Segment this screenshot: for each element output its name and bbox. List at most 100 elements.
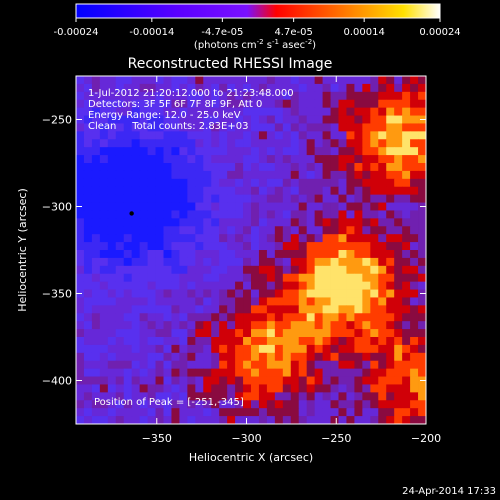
heatmap-cell [322, 416, 331, 424]
heatmap-cell [83, 178, 93, 188]
heatmap-cell [155, 376, 164, 385]
heatmap-cell [274, 242, 284, 251]
heatmap-cell [410, 226, 419, 235]
heatmap-cell [227, 400, 236, 409]
heatmap-cell [290, 313, 300, 322]
heatmap-cell [330, 139, 339, 148]
heatmap-cell [163, 400, 172, 409]
heatmap-cell [338, 321, 347, 330]
heatmap-cell [306, 344, 316, 354]
heatmap-cell [410, 83, 419, 93]
heatmap-cell [346, 352, 355, 362]
heatmap-cell [235, 297, 244, 306]
heatmap-cell [163, 210, 172, 219]
heatmap-cell [322, 344, 331, 354]
heatmap-cell [354, 178, 363, 188]
heatmap-cell [314, 155, 323, 164]
heatmap-cell [76, 123, 85, 132]
heatmap-cell [394, 131, 403, 140]
heatmap-cell [227, 257, 236, 267]
heatmap-cell [314, 194, 323, 203]
heatmap-cell [171, 257, 180, 267]
heatmap-cell [147, 91, 156, 101]
heatmap-cell [394, 352, 403, 362]
heatmap-cell [386, 91, 395, 101]
heatmap-cell [211, 321, 220, 330]
heatmap-cell [243, 416, 252, 424]
heatmap-cell [306, 305, 316, 314]
heatmap-cell [298, 99, 308, 109]
heatmap-cell [362, 344, 371, 354]
heatmap-cell [306, 384, 316, 393]
heatmap-cell [338, 83, 347, 93]
heatmap-cell [179, 400, 188, 409]
heatmap-cell [131, 265, 141, 275]
heatmap-cell [203, 202, 212, 211]
heatmap-cell [139, 99, 148, 109]
heatmap-cell [370, 400, 379, 409]
heatmap-cell [107, 329, 117, 338]
minimum-marker [129, 211, 134, 216]
heatmap-cell [131, 163, 141, 172]
heatmap-cell [306, 218, 316, 227]
heatmap-cell [378, 234, 387, 243]
heatmap-cell [123, 83, 133, 93]
heatmap-cell [282, 170, 292, 180]
heatmap-cell [402, 337, 411, 346]
heatmap-cell [83, 337, 93, 346]
heatmap-cell [266, 115, 276, 124]
heatmap-cell [314, 115, 323, 124]
heatmap-cell [274, 289, 284, 298]
heatmap-cell [235, 368, 244, 377]
heatmap-cell [282, 384, 292, 393]
heatmap-cell [362, 400, 371, 409]
heatmap-cell [322, 250, 331, 259]
heatmap-cell [362, 376, 371, 385]
heatmap-cell [386, 83, 395, 93]
heatmap-cell [306, 202, 316, 211]
heatmap-cell [115, 202, 125, 211]
heatmap-cell [235, 202, 244, 211]
heatmap-cell [251, 257, 260, 267]
heatmap-cell [282, 368, 292, 377]
heatmap-cell [266, 297, 276, 306]
heatmap-cell [83, 123, 93, 132]
heatmap-cell [163, 107, 172, 116]
heatmap-cell [322, 265, 331, 275]
heatmap-cell [203, 305, 212, 314]
heatmap-cell [179, 107, 188, 116]
heatmap-cell [410, 273, 419, 283]
heatmap-cell [76, 400, 85, 409]
heatmap-cell [107, 194, 117, 203]
heatmap-cell [282, 99, 292, 109]
heatmap-cell [282, 257, 292, 267]
heatmap-cell [386, 273, 395, 283]
heatmap-cell [418, 321, 426, 330]
heatmap-cell [211, 91, 220, 101]
heatmap-cell [155, 131, 164, 140]
heatmap-cell [370, 337, 379, 346]
heatmap-cell [187, 210, 196, 219]
heatmap-cell [155, 91, 164, 101]
heatmap-cell [91, 226, 101, 235]
heatmap-cell [91, 186, 101, 196]
heatmap-cell [402, 115, 411, 124]
heatmap-cell [91, 257, 101, 267]
heatmap-cell [171, 115, 180, 124]
heatmap-cell [354, 344, 363, 354]
heatmap-cell [139, 139, 148, 148]
heatmap-cell [139, 202, 148, 211]
heatmap-cell [410, 218, 419, 227]
heatmap-cell [322, 147, 331, 156]
heatmap-cell [282, 329, 292, 338]
heatmap-cell [282, 234, 292, 243]
heatmap-cell [91, 305, 101, 314]
heatmap-cell [187, 329, 196, 338]
heatmap-cell [330, 186, 339, 196]
heatmap-cell [362, 352, 371, 362]
heatmap-cell [235, 265, 244, 275]
heatmap-cell [378, 226, 387, 235]
heatmap-cell [274, 99, 284, 109]
heatmap-cell [418, 210, 426, 219]
heatmap-cell [338, 131, 347, 140]
